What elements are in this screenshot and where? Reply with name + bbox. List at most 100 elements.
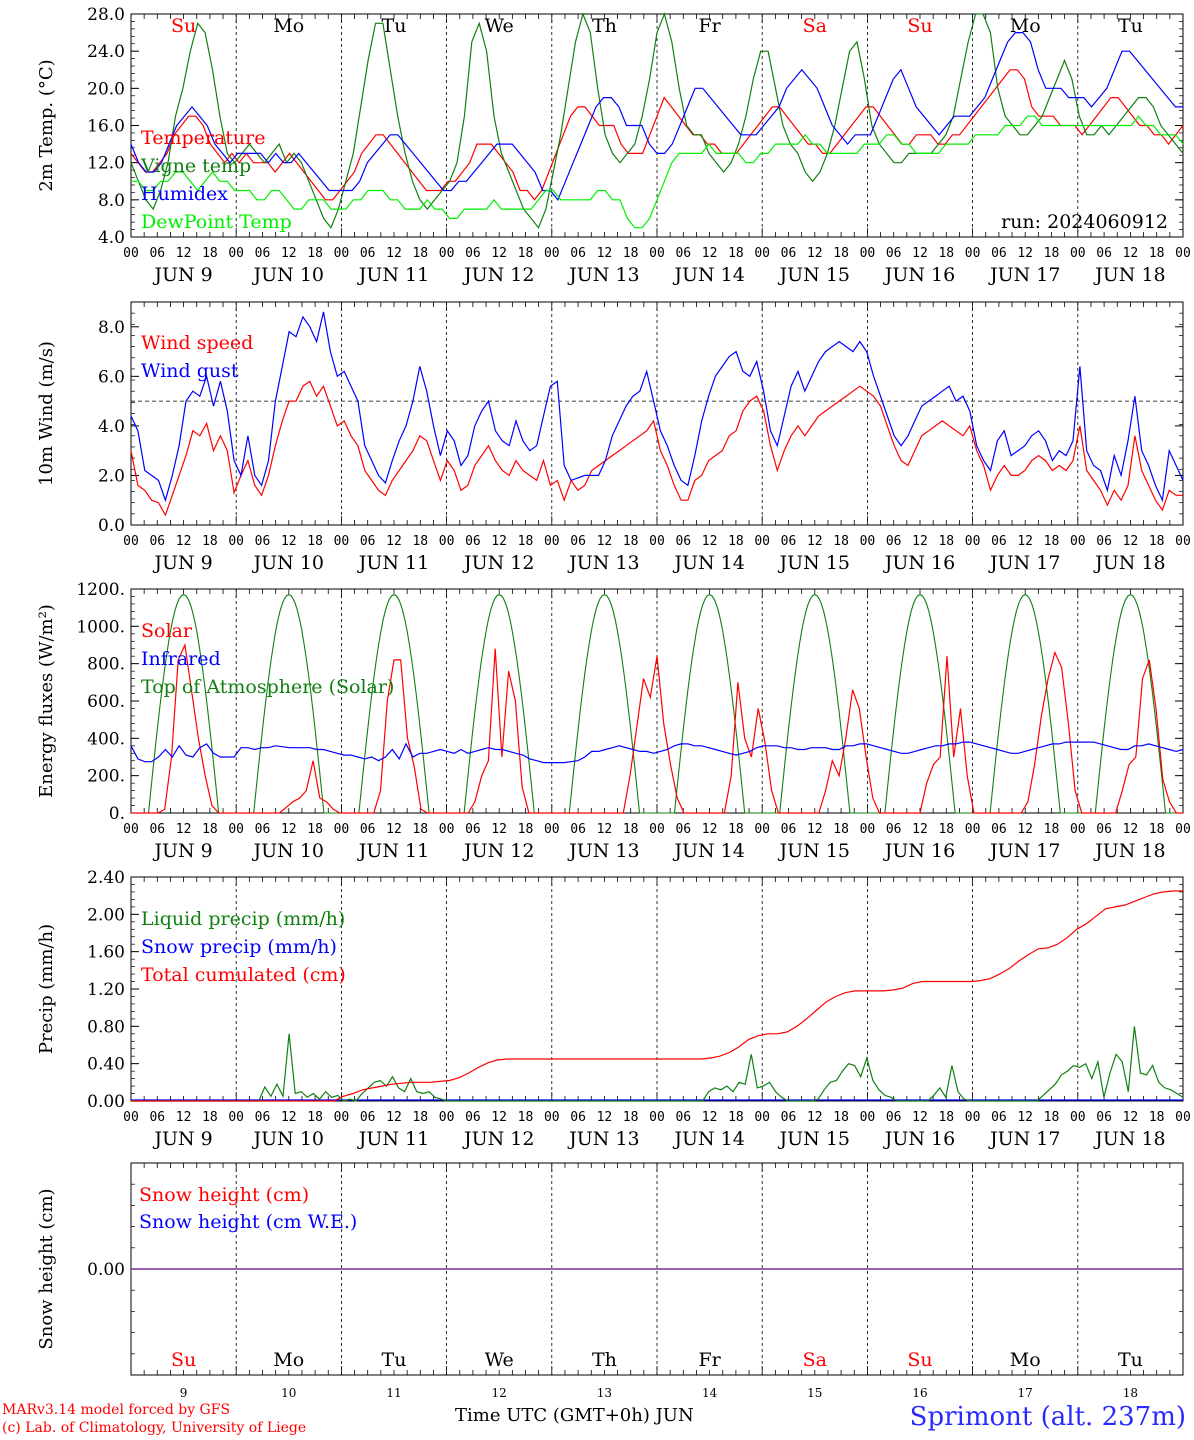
day-number-label: 16 <box>912 1386 927 1400</box>
model-credit-line1: MARv3.14 model forced by GFS <box>2 1402 231 1418</box>
hour-tick-label: 06 <box>781 1110 797 1125</box>
hour-tick-label: 00 <box>1175 822 1191 837</box>
y-tick-label: 8.0 <box>98 191 125 211</box>
y-tick-label: 2.00 <box>87 905 125 925</box>
hour-tick-label: 06 <box>570 534 586 549</box>
hour-tick-label: 12 <box>1123 534 1139 549</box>
y-tick-label: 0.00 <box>87 1260 125 1280</box>
weekday-label: Sa <box>803 15 827 37</box>
hour-tick-label: 18 <box>833 534 849 549</box>
y-tick-label: 4.0 <box>98 228 125 248</box>
y-tick-label: 6.0 <box>98 367 125 387</box>
hour-tick-label: 12 <box>702 822 718 837</box>
hour-tick-label: 06 <box>255 1110 271 1125</box>
hour-tick-label: 18 <box>307 1110 323 1125</box>
legend-entry: Wind speed <box>141 332 253 354</box>
day-label: JUN 9 <box>152 840 212 862</box>
weekday-label: We <box>485 1349 514 1371</box>
legend-entry: Wind gust <box>141 360 239 382</box>
hour-tick-label: 12 <box>1017 534 1033 549</box>
hour-tick-label: 12 <box>807 1110 823 1125</box>
day-number-label: 12 <box>492 1386 507 1400</box>
series-line <box>131 1026 1184 1102</box>
day-label: JUN 15 <box>778 1128 850 1150</box>
hour-tick-label: 18 <box>202 822 218 837</box>
hour-tick-label: 00 <box>860 1110 876 1125</box>
hour-tick-label: 00 <box>649 534 665 549</box>
hour-tick-label: 06 <box>781 822 797 837</box>
hour-tick-label: 00 <box>123 1110 139 1125</box>
hour-tick-label: 00 <box>123 246 139 261</box>
hour-tick-label: 06 <box>360 822 376 837</box>
legend-entry: DewPoint Temp <box>141 211 292 233</box>
day-label: JUN 10 <box>252 1128 324 1150</box>
hour-tick-label: 18 <box>728 822 744 837</box>
hour-tick-label: 06 <box>360 534 376 549</box>
hour-tick-label: 12 <box>386 534 402 549</box>
hour-tick-label: 06 <box>149 822 165 837</box>
hour-tick-label: 12 <box>176 822 192 837</box>
hour-tick-label: 12 <box>912 822 928 837</box>
hour-tick-label: 18 <box>202 246 218 261</box>
hour-tick-label: 06 <box>991 1110 1007 1125</box>
hour-tick-label: 00 <box>439 822 455 837</box>
hour-tick-label: 06 <box>991 534 1007 549</box>
panel-4 <box>130 1162 1184 1376</box>
hour-tick-label: 06 <box>465 246 481 261</box>
day-label: JUN 12 <box>462 552 534 574</box>
day-label: JUN 13 <box>567 552 639 574</box>
hour-tick-label: 18 <box>938 822 954 837</box>
hour-tick-label: 00 <box>544 246 560 261</box>
y-tick-label: 24.0 <box>87 42 125 62</box>
hour-tick-label: 18 <box>833 246 849 261</box>
weekday-label: Tu <box>1118 1349 1143 1371</box>
hour-tick-label: 12 <box>807 822 823 837</box>
y-tick-label: 1.60 <box>87 943 125 963</box>
hour-tick-label: 12 <box>386 1110 402 1125</box>
hour-tick-label: 06 <box>570 1110 586 1125</box>
day-label: JUN 14 <box>672 264 744 286</box>
series-line <box>130 380 1183 517</box>
hour-tick-label: 18 <box>307 246 323 261</box>
weekday-label: Su <box>171 15 196 37</box>
weekday-label: Mo <box>1010 1349 1041 1371</box>
day-label: JUN 10 <box>252 264 324 286</box>
hour-tick-label: 06 <box>886 534 902 549</box>
hour-tick-label: 18 <box>833 1110 849 1125</box>
weekday-label: Mo <box>1010 15 1041 37</box>
day-label: JUN 12 <box>462 264 534 286</box>
hour-tick-label: 00 <box>439 1110 455 1125</box>
day-number-label: 9 <box>180 1386 188 1400</box>
day-label: JUN 9 <box>152 264 212 286</box>
hour-tick-label: 12 <box>176 1110 192 1125</box>
hour-tick-label: 00 <box>334 246 350 261</box>
hour-tick-label: 18 <box>623 1110 639 1125</box>
hour-tick-label: 18 <box>412 246 428 261</box>
day-label: JUN 18 <box>1093 1128 1165 1150</box>
hour-tick-label: 12 <box>281 1110 297 1125</box>
hour-tick-label: 00 <box>228 1110 244 1125</box>
hour-tick-label: 00 <box>754 1110 770 1125</box>
y-tick-label: 2.40 <box>87 868 125 888</box>
y-tick-label: 0.40 <box>87 1055 125 1075</box>
weekday-label: Mo <box>273 1349 304 1371</box>
hour-tick-label: 00 <box>1175 246 1191 261</box>
hour-tick-label: 18 <box>412 534 428 549</box>
hour-tick-label: 06 <box>149 534 165 549</box>
x-axis-title: Time UTC (GMT+0h) JUN <box>455 1405 694 1426</box>
hour-tick-label: 12 <box>176 246 192 261</box>
day-number-label: 15 <box>807 1386 822 1400</box>
hour-tick-label: 12 <box>1017 246 1033 261</box>
hour-tick-label: 06 <box>675 246 691 261</box>
hour-tick-label: 00 <box>965 534 981 549</box>
hour-tick-label: 00 <box>1070 246 1086 261</box>
legend-entry: Total cumulated (cm) <box>141 964 346 986</box>
day-label: JUN 13 <box>567 1128 639 1150</box>
hour-tick-label: 18 <box>938 534 954 549</box>
hour-tick-label: 18 <box>202 1110 218 1125</box>
hour-tick-label: 06 <box>149 246 165 261</box>
hour-tick-label: 06 <box>886 1110 902 1125</box>
hour-tick-label: 18 <box>623 822 639 837</box>
day-label: JUN 17 <box>988 552 1060 574</box>
hour-tick-label: 06 <box>991 246 1007 261</box>
